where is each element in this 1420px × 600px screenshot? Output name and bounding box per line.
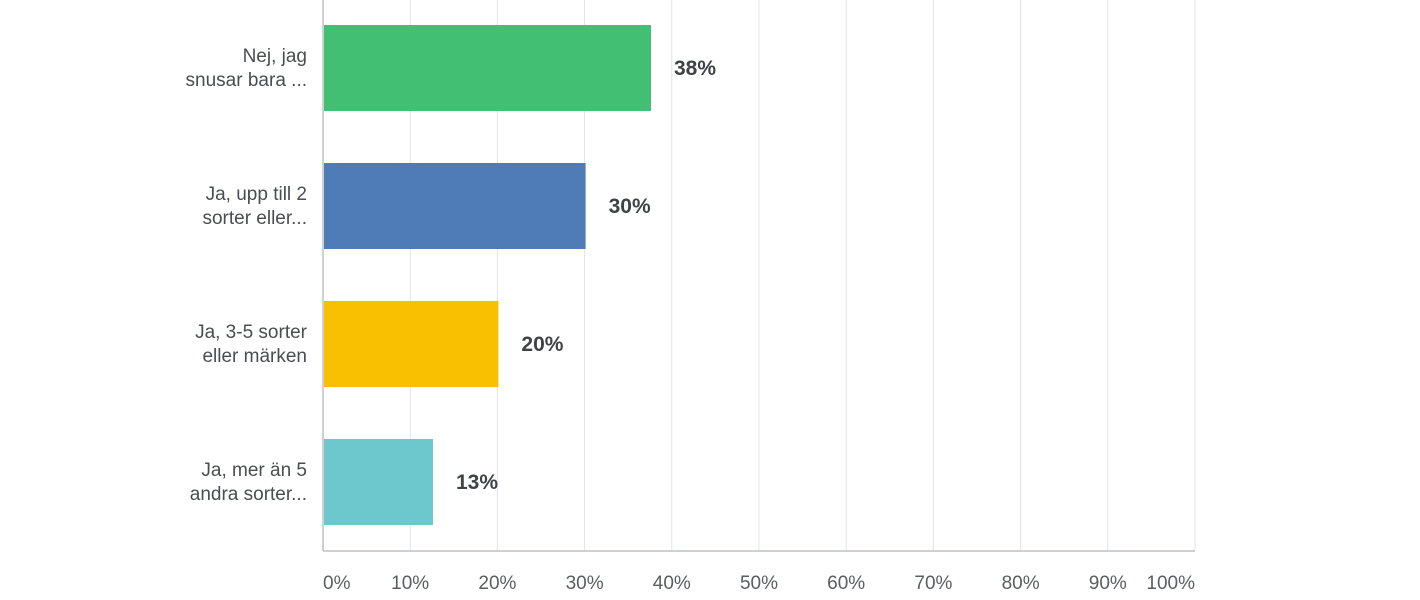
- x-tick-label: 50%: [740, 573, 778, 594]
- bars: [324, 25, 651, 525]
- category-label: eller märken: [202, 346, 307, 367]
- bar-3: [324, 301, 499, 387]
- axes: 0% 10% 20% 30% 40% 50% 60% 70% 80% 90% 100%: [322, 0, 1195, 594]
- x-tick-label: 60%: [827, 573, 865, 594]
- x-tick-label: 80%: [1002, 573, 1040, 594]
- x-tick-label: 70%: [914, 573, 952, 594]
- category-label: snusar bara ...: [186, 70, 307, 91]
- x-tick-label: 30%: [566, 573, 604, 594]
- x-tick-label: 20%: [478, 573, 516, 594]
- x-tick-label: 10%: [391, 573, 429, 594]
- x-tick-label: 40%: [653, 573, 691, 594]
- bar-4: [324, 439, 433, 525]
- category-label: sorter eller...: [202, 208, 307, 229]
- x-tick-label: 0%: [323, 573, 351, 594]
- value-label: 20%: [521, 333, 563, 356]
- category-label: Ja, upp till 2: [206, 184, 307, 205]
- value-label: 30%: [609, 195, 651, 218]
- category-label: Ja, mer än 5: [201, 460, 307, 481]
- category-label: andra sorter...: [190, 484, 307, 505]
- category-label: Ja, 3-5 sorter: [195, 322, 308, 343]
- x-tick-label: 100%: [1146, 573, 1195, 594]
- value-label: 13%: [456, 471, 498, 494]
- bar-1: [324, 25, 651, 111]
- labels: 38% Nej, jag snusar bara ... 30% Ja, upp til…: [186, 46, 717, 505]
- bar-2: [324, 163, 586, 249]
- value-label: 38%: [674, 57, 716, 80]
- x-tick-label: 90%: [1089, 573, 1127, 594]
- category-label: Nej, jag: [243, 46, 307, 67]
